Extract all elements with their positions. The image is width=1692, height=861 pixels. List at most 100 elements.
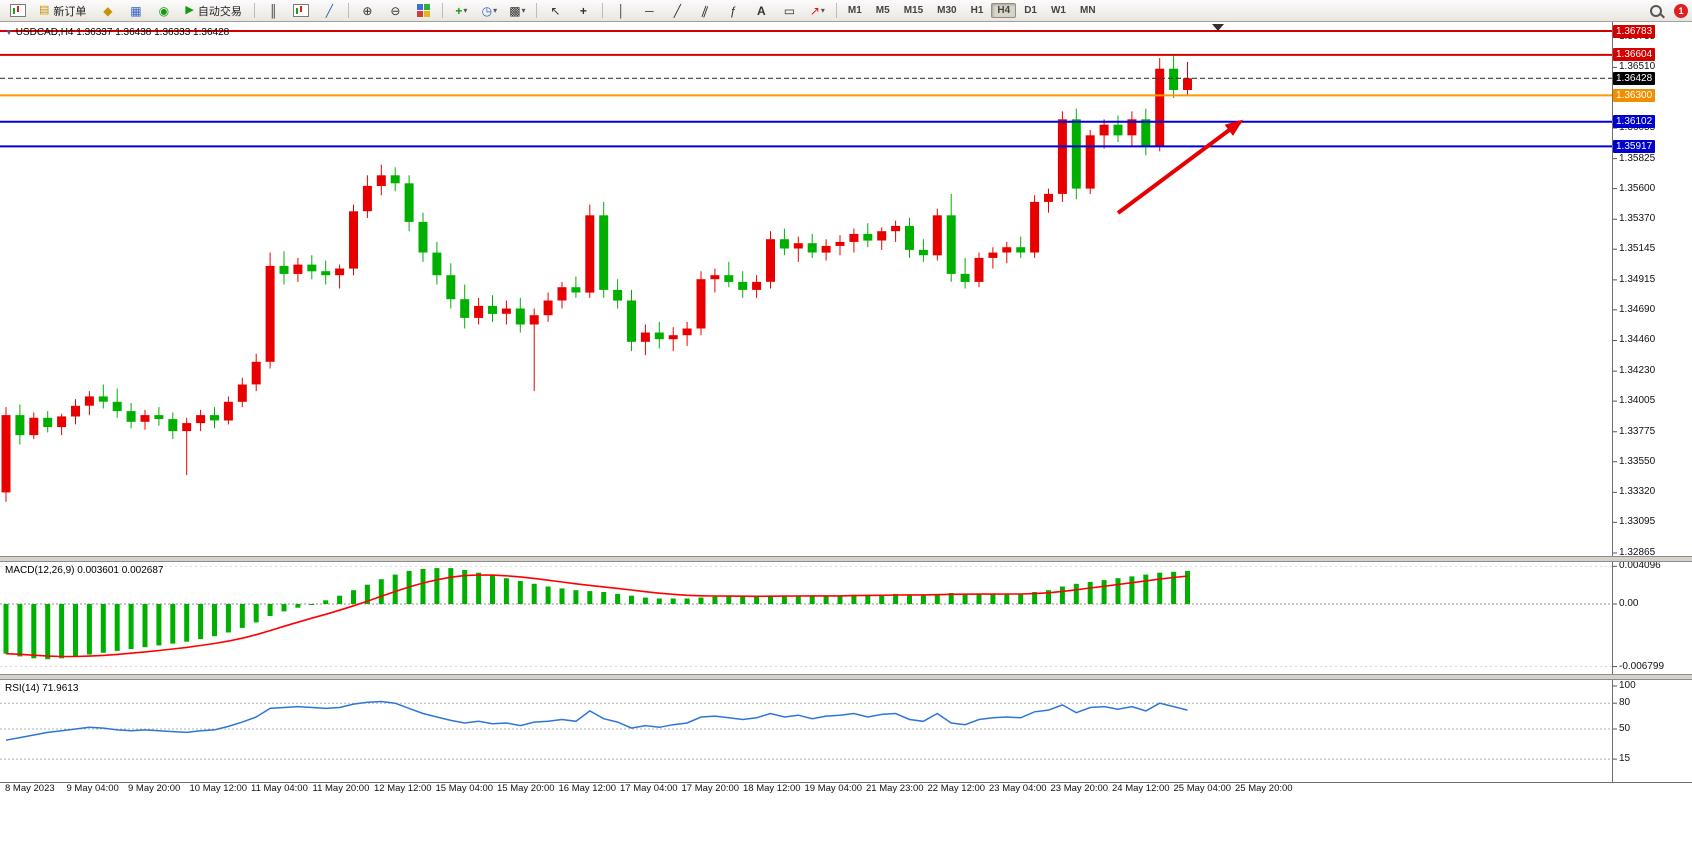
timeframe-button-H1[interactable]: H1 xyxy=(970,5,984,16)
timeframe-button-M1[interactable]: M1 xyxy=(847,5,862,16)
candle-bull xyxy=(988,252,998,258)
line-chart-button[interactable]: ╱ xyxy=(316,0,343,21)
macd-histogram-bar xyxy=(281,604,287,612)
text-tool-button[interactable]: A xyxy=(748,0,775,21)
macd-histogram-bar xyxy=(490,575,495,604)
timeframe-button-H4[interactable]: H4 xyxy=(991,3,1017,18)
candle-bull xyxy=(974,257,984,282)
candle-bull xyxy=(793,243,803,249)
candle-bear xyxy=(307,264,317,272)
notification-badge[interactable]: 1 xyxy=(1674,3,1688,18)
macd-histogram-bar xyxy=(1004,593,1010,604)
price-axis-label: 1.35825 xyxy=(1619,152,1656,164)
shapes-tool-button[interactable]: ↗ ▾ xyxy=(804,0,831,21)
macd-axis-label: 0.00 xyxy=(1619,598,1639,609)
macd-histogram-bar xyxy=(629,595,634,604)
candle-bull xyxy=(585,215,595,293)
timeframe-button-W1[interactable]: W1 xyxy=(1050,5,1066,16)
timeframe-button-M15[interactable]: M15 xyxy=(903,5,924,16)
macd-histogram-bar xyxy=(726,596,732,604)
candle-bear xyxy=(627,300,636,342)
timeframe-group: M1 M5 M15 M30 H1 H4 D1 W1 MN xyxy=(842,3,1102,18)
metaeditor-button[interactable]: ◆ xyxy=(94,0,121,21)
macd-histogram-bar xyxy=(156,604,162,646)
date-axis-label: 8 May 2023 xyxy=(5,783,55,794)
candle-bull xyxy=(668,335,678,340)
trendline-icon: ╱ xyxy=(673,3,681,18)
periods-clock-icon: ◷ xyxy=(481,3,493,18)
cursor-tool-button[interactable]: ↖ xyxy=(542,0,569,21)
candle-bull xyxy=(640,332,650,342)
macd-histogram-bar xyxy=(59,604,65,659)
auto-trading-button[interactable]: ▶ 自动交易 xyxy=(178,0,248,21)
macd-histogram-bar xyxy=(1101,580,1107,604)
template-button[interactable]: ▩ ▾ xyxy=(504,0,531,21)
macd-histogram-bar xyxy=(170,604,176,644)
candle-bear xyxy=(126,411,136,422)
macd-histogram-bar xyxy=(1059,586,1065,604)
bar-chart-icon: ║ xyxy=(269,3,278,18)
timeframe-button-D1[interactable]: D1 xyxy=(1024,5,1037,16)
periods-button[interactable]: ◷ ▾ xyxy=(476,0,503,21)
macd-histogram-bar xyxy=(114,604,120,651)
text-tool-icon: A xyxy=(757,3,766,18)
macd-histogram-bar xyxy=(448,568,454,604)
terminal-button[interactable]: ▦ xyxy=(122,0,149,21)
candle-bull xyxy=(1085,135,1095,189)
macd-histogram-bar xyxy=(184,604,190,642)
price-axis-label: 1.33550 xyxy=(1619,455,1656,467)
timeframe-button-M5[interactable]: M5 xyxy=(875,5,890,16)
chevron-down-icon: ▾ xyxy=(820,6,825,15)
trend-arrow-object[interactable] xyxy=(1116,119,1244,215)
macd-histogram-bar xyxy=(1129,576,1135,604)
indicators-icon: + xyxy=(455,3,463,18)
candle-bull xyxy=(849,233,859,242)
zoom-in-button[interactable]: ⊕ xyxy=(354,0,381,21)
macd-histogram-bar xyxy=(795,595,801,604)
candle-bull xyxy=(335,268,345,276)
macd-histogram-bar xyxy=(587,591,593,604)
horizontal-line-tool-button[interactable]: ─ xyxy=(636,0,663,21)
candle-bull xyxy=(1183,78,1192,90)
candle-bear xyxy=(599,215,609,290)
zoom-in-icon: ⊕ xyxy=(362,3,373,18)
toolbar-separator xyxy=(535,3,537,18)
time-axis[interactable]: 8 May 2023 9 May 04:00 9 May 20:00 10 May 1… xyxy=(0,783,1692,799)
candle-bear xyxy=(210,415,219,421)
time-axis-border xyxy=(0,782,1692,783)
price-badge: 1.36783 xyxy=(1613,24,1656,38)
search-button[interactable] xyxy=(1642,0,1669,21)
price-axis[interactable]: 1.36783 1.36604 1.36428 1.36300 1.36102 1.359… xyxy=(1612,22,1692,802)
vertical-line-tool-button[interactable]: │ xyxy=(608,0,635,21)
zoom-out-button[interactable]: ⊖ xyxy=(382,0,409,21)
indicators-button[interactable]: + ▾ xyxy=(448,0,475,21)
candlestick-chart-button[interactable] xyxy=(288,0,315,21)
candle-bull xyxy=(196,415,206,424)
timeframe-button-MN[interactable]: MN xyxy=(1079,5,1096,16)
date-axis-label: 11 May 04:00 xyxy=(251,783,308,794)
macd-histogram-bar xyxy=(239,604,245,628)
panel-divider[interactable] xyxy=(0,674,1692,680)
new-order-button[interactable]: ▤ 新订单 xyxy=(32,0,93,21)
chart-window-button[interactable] xyxy=(4,0,31,21)
price-badge: 1.36102 xyxy=(1613,115,1656,129)
bar-chart-button[interactable]: ║ xyxy=(260,0,287,21)
panel-divider[interactable] xyxy=(0,556,1692,562)
crosshair-tool-button[interactable]: + xyxy=(570,0,597,21)
fibonacci-tool-button[interactable]: ƒ xyxy=(720,0,747,21)
candle-bull xyxy=(223,401,233,421)
trendline-tool-button[interactable]: ╱ xyxy=(664,0,691,21)
label-tool-button[interactable]: ▭ xyxy=(776,0,803,21)
channel-tool-button[interactable]: ∥ xyxy=(692,0,719,21)
tile-windows-button[interactable] xyxy=(410,0,437,21)
chart-shift-marker[interactable] xyxy=(1212,24,1224,31)
macd-histogram-bar xyxy=(351,590,356,604)
timeframe-button-M30[interactable]: M30 xyxy=(937,5,957,16)
macd-histogram-bar xyxy=(823,595,829,604)
macd-histogram-bar xyxy=(893,593,899,604)
macd-histogram-bar xyxy=(851,594,857,604)
symbol-ohlc-text: USDCAD,H4 1.36337 1.36438 1.36333 1.3642… xyxy=(15,27,230,38)
navigator-button[interactable]: ◉ xyxy=(150,0,177,21)
price-axis-label: 1.33320 xyxy=(1619,486,1656,498)
